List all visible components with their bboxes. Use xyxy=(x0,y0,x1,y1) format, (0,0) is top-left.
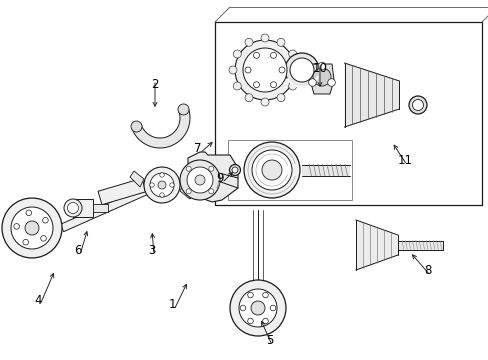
Text: 4: 4 xyxy=(34,293,41,306)
Circle shape xyxy=(186,189,191,194)
Circle shape xyxy=(262,292,268,298)
Circle shape xyxy=(160,173,164,177)
Circle shape xyxy=(412,99,423,111)
Polygon shape xyxy=(93,204,108,212)
Text: 1: 1 xyxy=(168,298,175,311)
Circle shape xyxy=(186,167,213,193)
Text: JJ: JJ xyxy=(215,182,220,188)
Circle shape xyxy=(327,79,335,86)
Circle shape xyxy=(150,173,174,197)
Circle shape xyxy=(247,292,253,298)
Circle shape xyxy=(25,221,39,235)
Circle shape xyxy=(312,68,330,86)
Circle shape xyxy=(261,34,268,42)
Polygon shape xyxy=(355,220,397,270)
Circle shape xyxy=(285,53,318,87)
Circle shape xyxy=(64,199,82,217)
Text: 11: 11 xyxy=(397,153,412,166)
Circle shape xyxy=(270,305,275,311)
Circle shape xyxy=(14,224,20,229)
Text: 10: 10 xyxy=(312,62,327,75)
Circle shape xyxy=(186,166,191,171)
Circle shape xyxy=(11,207,53,249)
Circle shape xyxy=(276,38,285,46)
Polygon shape xyxy=(344,63,399,127)
Circle shape xyxy=(253,52,259,58)
Circle shape xyxy=(178,104,188,115)
Circle shape xyxy=(292,66,301,74)
Circle shape xyxy=(180,160,220,200)
Circle shape xyxy=(408,96,426,114)
Circle shape xyxy=(41,235,46,241)
Circle shape xyxy=(231,167,238,173)
Circle shape xyxy=(160,193,164,197)
Circle shape xyxy=(23,239,28,245)
Circle shape xyxy=(251,150,291,190)
Text: 6: 6 xyxy=(74,243,81,256)
Circle shape xyxy=(279,67,285,73)
Circle shape xyxy=(288,50,296,58)
Circle shape xyxy=(208,166,213,171)
Circle shape xyxy=(149,183,154,187)
Circle shape xyxy=(244,38,252,46)
Circle shape xyxy=(233,82,241,90)
Polygon shape xyxy=(397,240,442,249)
Circle shape xyxy=(262,318,268,324)
Circle shape xyxy=(26,210,32,216)
Circle shape xyxy=(131,121,142,132)
Polygon shape xyxy=(180,183,194,199)
Circle shape xyxy=(208,189,213,194)
Circle shape xyxy=(288,82,296,90)
Circle shape xyxy=(169,183,174,187)
Text: 8: 8 xyxy=(424,264,431,276)
Circle shape xyxy=(244,94,252,102)
Text: 5: 5 xyxy=(266,333,273,346)
Polygon shape xyxy=(182,152,238,202)
Polygon shape xyxy=(309,64,333,94)
Circle shape xyxy=(247,318,253,324)
Circle shape xyxy=(239,289,276,327)
Circle shape xyxy=(243,48,286,92)
Circle shape xyxy=(67,202,79,213)
Polygon shape xyxy=(98,178,146,205)
Polygon shape xyxy=(132,108,190,148)
Circle shape xyxy=(2,198,62,258)
Circle shape xyxy=(262,160,282,180)
Polygon shape xyxy=(73,199,93,217)
Circle shape xyxy=(42,217,48,223)
Circle shape xyxy=(250,301,264,315)
Text: 9: 9 xyxy=(216,171,224,184)
Circle shape xyxy=(229,165,240,175)
Circle shape xyxy=(195,175,204,185)
Circle shape xyxy=(158,181,165,189)
Circle shape xyxy=(228,66,237,74)
Circle shape xyxy=(276,94,285,102)
Circle shape xyxy=(253,82,259,88)
Circle shape xyxy=(244,142,299,198)
Text: 7: 7 xyxy=(194,141,202,154)
Text: 3: 3 xyxy=(148,243,155,256)
Circle shape xyxy=(289,58,313,82)
Circle shape xyxy=(261,98,268,106)
Polygon shape xyxy=(60,174,176,231)
Circle shape xyxy=(270,82,276,88)
Circle shape xyxy=(229,280,285,336)
Polygon shape xyxy=(227,140,351,200)
Polygon shape xyxy=(302,165,349,175)
Circle shape xyxy=(143,167,180,203)
Text: 2: 2 xyxy=(151,78,159,91)
Polygon shape xyxy=(215,172,238,188)
Circle shape xyxy=(235,40,294,100)
Polygon shape xyxy=(130,171,143,187)
Circle shape xyxy=(270,52,276,58)
Circle shape xyxy=(233,50,241,58)
Circle shape xyxy=(244,67,250,73)
Circle shape xyxy=(240,305,245,311)
Circle shape xyxy=(308,79,316,86)
Circle shape xyxy=(318,62,325,70)
